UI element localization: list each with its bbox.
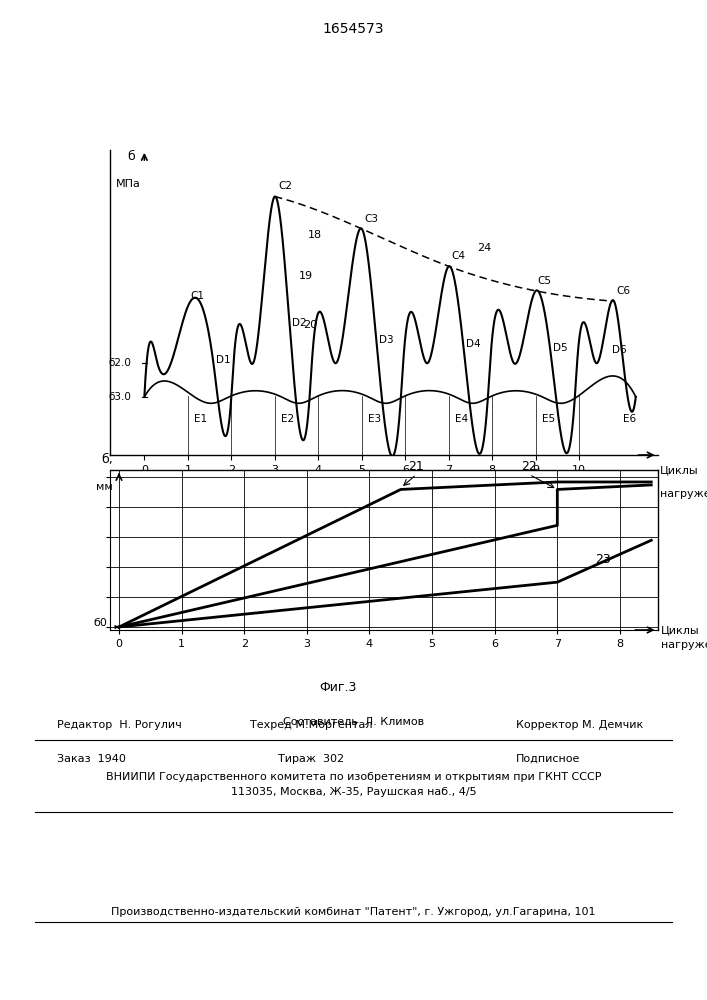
Text: Производственно-издательский комбинат "Патент", г. Ужгород, ул.Гагарина, 101: Производственно-издательский комбинат "П… xyxy=(111,907,596,917)
Text: Тираж  302: Тираж 302 xyxy=(278,754,344,764)
Text: 22: 22 xyxy=(521,460,537,473)
Text: Фиг.2: Фиг.2 xyxy=(334,512,372,525)
Text: Редактор  Н. Рогулич: Редактор Н. Рогулич xyxy=(57,720,181,730)
Text: C6: C6 xyxy=(617,286,630,296)
Text: D2: D2 xyxy=(292,318,306,328)
Text: Подписное: Подписное xyxy=(516,754,580,764)
Text: C2: C2 xyxy=(278,181,292,191)
Text: E1: E1 xyxy=(194,414,208,424)
Text: E5: E5 xyxy=(542,414,556,424)
Text: б3.0: б3.0 xyxy=(109,392,132,402)
Text: Циклы: Циклы xyxy=(660,625,699,635)
Text: E6: E6 xyxy=(623,414,636,424)
Text: C5: C5 xyxy=(537,276,551,286)
Text: D5: D5 xyxy=(553,343,567,353)
Text: 23: 23 xyxy=(595,553,611,566)
Text: б,: б, xyxy=(101,453,112,466)
Text: б2.0: б2.0 xyxy=(109,358,132,368)
Text: 1654573: 1654573 xyxy=(323,22,384,36)
Text: D4: D4 xyxy=(466,339,480,349)
Text: E4: E4 xyxy=(455,414,469,424)
Text: E3: E3 xyxy=(368,414,382,424)
Text: E2: E2 xyxy=(281,414,295,424)
Text: нагружения: нагружения xyxy=(660,640,707,650)
Text: 21: 21 xyxy=(409,460,424,473)
Text: 20: 20 xyxy=(303,320,317,330)
Text: Корректор М. Демчик: Корректор М. Демчик xyxy=(516,720,643,730)
Text: 18: 18 xyxy=(308,230,322,240)
Text: C4: C4 xyxy=(451,251,465,261)
Text: Техред М.Моргентал: Техред М.Моргентал xyxy=(250,720,373,730)
Text: D1: D1 xyxy=(216,355,230,365)
Text: нагружения: нагружения xyxy=(660,489,707,499)
Text: 24: 24 xyxy=(477,243,491,253)
Text: C1: C1 xyxy=(190,291,204,301)
Text: б: б xyxy=(127,150,135,163)
Text: C3: C3 xyxy=(365,214,379,224)
Text: ВНИИПИ Государственного комитета по изобретениям и открытиям при ГКНТ СССР: ВНИИПИ Государственного комитета по изоб… xyxy=(106,772,601,782)
Text: Заказ  1940: Заказ 1940 xyxy=(57,754,125,764)
Text: 113035, Москва, Ж-35, Раушская наб., 4/5: 113035, Москва, Ж-35, Раушская наб., 4/5 xyxy=(230,787,477,797)
Text: Циклы: Циклы xyxy=(660,465,699,475)
Text: D3: D3 xyxy=(379,335,393,345)
Text: Фиг.3: Фиг.3 xyxy=(320,681,357,694)
Text: МПа: МПа xyxy=(116,179,141,189)
Text: Составитель  Л. Климов: Составитель Л. Климов xyxy=(283,717,424,727)
Text: мм: мм xyxy=(96,482,112,492)
Text: D6: D6 xyxy=(612,345,626,355)
Text: 19: 19 xyxy=(299,271,313,281)
Text: б0: б0 xyxy=(94,618,107,628)
